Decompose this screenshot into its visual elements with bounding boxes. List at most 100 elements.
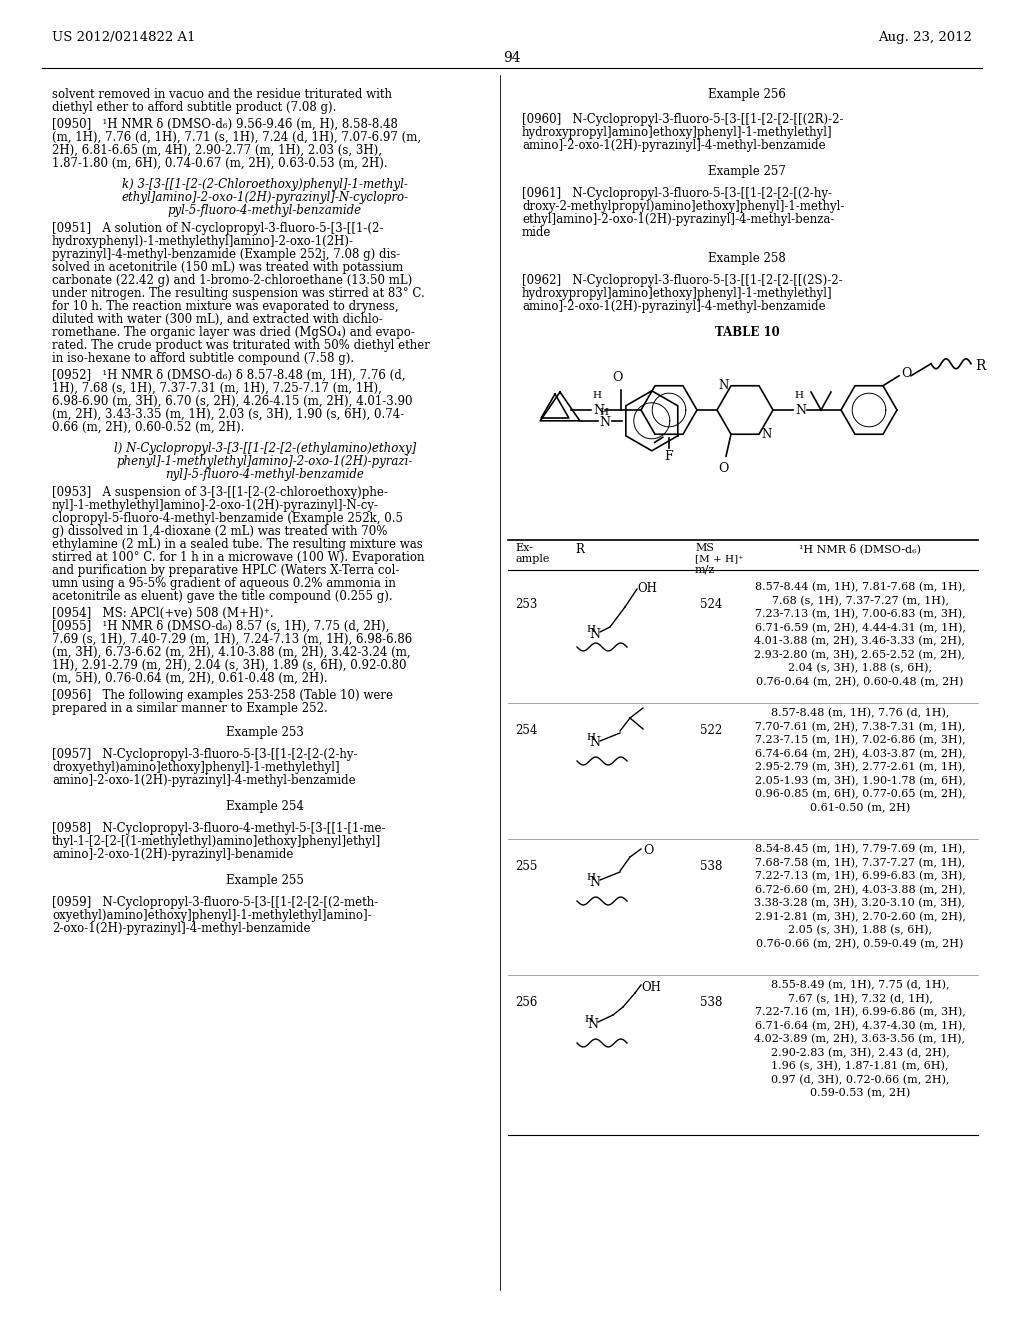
Text: Aug. 23, 2012: Aug. 23, 2012 <box>879 32 972 45</box>
Text: and purification by preparative HPLC (Waters X-Terra col-: and purification by preparative HPLC (Wa… <box>52 564 399 577</box>
Text: H: H <box>592 391 601 400</box>
Text: 94: 94 <box>503 51 521 65</box>
Text: [0952]   ¹H NMR δ (DMSO-d₆) δ 8.57-8.48 (m, 1H), 7.76 (d,: [0952] ¹H NMR δ (DMSO-d₆) δ 8.57-8.48 (m… <box>52 370 406 381</box>
Text: N: N <box>600 416 610 429</box>
Text: (m, 3H), 6.73-6.62 (m, 2H), 4.10-3.88 (m, 2H), 3.42-3.24 (m,: (m, 3H), 6.73-6.62 (m, 2H), 4.10-3.88 (m… <box>52 645 411 659</box>
Text: [0961]   N-Cyclopropyl-3-fluoro-5-[3-[[1-[2-[2-[(2-hy-: [0961] N-Cyclopropyl-3-fluoro-5-[3-[[1-[… <box>522 187 831 201</box>
Text: ¹H NMR δ (DMSO-d₆): ¹H NMR δ (DMSO-d₆) <box>799 543 921 554</box>
Text: O: O <box>643 843 653 857</box>
Text: nyl]-1-methylethyl]amino]-2-oxo-1(2H)-pyrazinyl]-N-cy-: nyl]-1-methylethyl]amino]-2-oxo-1(2H)-py… <box>52 499 379 512</box>
Text: 254: 254 <box>515 725 538 738</box>
Text: [0958]   N-Cyclopropyl-3-fluoro-4-methyl-5-[3-[[1-[1-me-: [0958] N-Cyclopropyl-3-fluoro-4-methyl-5… <box>52 822 385 836</box>
Text: 7.23-7.13 (m, 1H), 7.00-6.83 (m, 3H),: 7.23-7.13 (m, 1H), 7.00-6.83 (m, 3H), <box>755 609 966 619</box>
Text: N: N <box>719 379 729 392</box>
Text: H: H <box>586 873 595 882</box>
Text: 7.67 (s, 1H), 7.32 (d, 1H),: 7.67 (s, 1H), 7.32 (d, 1H), <box>787 994 933 1003</box>
Text: 4.02-3.89 (m, 2H), 3.63-3.56 (m, 1H),: 4.02-3.89 (m, 2H), 3.63-3.56 (m, 1H), <box>755 1034 966 1044</box>
Text: solved in acetonitrile (150 mL) was treated with potassium: solved in acetonitrile (150 mL) was trea… <box>52 261 403 275</box>
Text: [0957]   N-Cyclopropyl-3-fluoro-5-[3-[[1-[2-[2-(2-hy-: [0957] N-Cyclopropyl-3-fluoro-5-[3-[[1-[… <box>52 748 357 762</box>
Text: O: O <box>718 462 728 475</box>
Text: US 2012/0214822 A1: US 2012/0214822 A1 <box>52 32 196 45</box>
Text: 538: 538 <box>700 997 722 1010</box>
Text: 2H), 6.81-6.65 (m, 4H), 2.90-2.77 (m, 1H), 2.03 (s, 3H),: 2H), 6.81-6.65 (m, 4H), 2.90-2.77 (m, 1H… <box>52 144 382 157</box>
Text: 8.57-8.44 (m, 1H), 7.81-7.68 (m, 1H),: 8.57-8.44 (m, 1H), 7.81-7.68 (m, 1H), <box>755 582 966 593</box>
Text: 255: 255 <box>515 861 538 874</box>
Text: 0.76-0.66 (m, 2H), 0.59-0.49 (m, 2H): 0.76-0.66 (m, 2H), 0.59-0.49 (m, 2H) <box>757 939 964 949</box>
Text: N: N <box>587 1018 598 1031</box>
Text: F: F <box>665 450 674 463</box>
Text: O: O <box>901 367 911 380</box>
Text: 2.93-2.80 (m, 3H), 2.65-2.52 (m, 2H),: 2.93-2.80 (m, 3H), 2.65-2.52 (m, 2H), <box>755 649 966 660</box>
Text: carbonate (22.42 g) and 1-bromo-2-chloroethane (13.50 mL): carbonate (22.42 g) and 1-bromo-2-chloro… <box>52 275 413 286</box>
Text: 538: 538 <box>700 861 722 874</box>
Text: droxy-2-methylpropyl)amino]ethoxy]phenyl]-1-methyl-: droxy-2-methylpropyl)amino]ethoxy]phenyl… <box>522 201 845 213</box>
Text: [0954]   MS: APCl(+ve) 508 (M+H)⁺.: [0954] MS: APCl(+ve) 508 (M+H)⁺. <box>52 607 273 620</box>
Text: ethyl]amino]-2-oxo-1(2H)-pyrazinyl]-N-cyclopro-: ethyl]amino]-2-oxo-1(2H)-pyrazinyl]-N-cy… <box>122 191 409 205</box>
Text: nyl]-5-fluoro-4-methyl-benzamide: nyl]-5-fluoro-4-methyl-benzamide <box>166 469 365 480</box>
Text: amino]-2-oxo-1(2H)-pyrazinyl]-4-methyl-benzamide: amino]-2-oxo-1(2H)-pyrazinyl]-4-methyl-b… <box>522 300 825 313</box>
Text: Example 258: Example 258 <box>709 252 785 265</box>
Text: 7.70-7.61 (m, 2H), 7.38-7.31 (m, 1H),: 7.70-7.61 (m, 2H), 7.38-7.31 (m, 1H), <box>755 722 966 731</box>
Text: N: N <box>593 404 604 417</box>
Text: 2.91-2.81 (m, 3H), 2.70-2.60 (m, 2H),: 2.91-2.81 (m, 3H), 2.70-2.60 (m, 2H), <box>755 912 966 921</box>
Text: TABLE 10: TABLE 10 <box>715 326 779 339</box>
Text: 2.90-2.83 (m, 3H), 2.43 (d, 2H),: 2.90-2.83 (m, 3H), 2.43 (d, 2H), <box>771 1048 949 1057</box>
Text: Example 253: Example 253 <box>226 726 304 739</box>
Text: 6.98-6.90 (m, 3H), 6.70 (s, 2H), 4.26-4.15 (m, 2H), 4.01-3.90: 6.98-6.90 (m, 3H), 6.70 (s, 2H), 4.26-4.… <box>52 395 413 408</box>
Text: N: N <box>761 428 771 441</box>
Text: 0.76-0.64 (m, 2H), 0.60-0.48 (m, 2H): 0.76-0.64 (m, 2H), 0.60-0.48 (m, 2H) <box>757 676 964 686</box>
Text: 6.71-6.64 (m, 2H), 4.37-4.30 (m, 1H),: 6.71-6.64 (m, 2H), 4.37-4.30 (m, 1H), <box>755 1020 966 1031</box>
Text: H: H <box>794 391 803 400</box>
Text: 6.72-6.60 (m, 2H), 4.03-3.88 (m, 2H),: 6.72-6.60 (m, 2H), 4.03-3.88 (m, 2H), <box>755 884 966 895</box>
Text: droxyethyl)amino]ethoxy]phenyl]-1-methylethyl]: droxyethyl)amino]ethoxy]phenyl]-1-methyl… <box>52 762 340 774</box>
Text: 0.96-0.85 (m, 6H), 0.77-0.65 (m, 2H),: 0.96-0.85 (m, 6H), 0.77-0.65 (m, 2H), <box>755 789 966 800</box>
Text: amino]-2-oxo-1(2H)-pyrazinyl]-4-methyl-benzamide: amino]-2-oxo-1(2H)-pyrazinyl]-4-methyl-b… <box>522 139 825 152</box>
Text: romethane. The organic layer was dried (MgSO₄) and evapo-: romethane. The organic layer was dried (… <box>52 326 415 339</box>
Text: pyrazinyl]-4-methyl-benzamide (Example 252j, 7.08 g) dis-: pyrazinyl]-4-methyl-benzamide (Example 2… <box>52 248 400 261</box>
Text: 253: 253 <box>515 598 538 611</box>
Text: 2.05-1.93 (m, 3H), 1.90-1.78 (m, 6H),: 2.05-1.93 (m, 3H), 1.90-1.78 (m, 6H), <box>755 776 966 785</box>
Text: OH: OH <box>641 981 660 994</box>
Text: ethyl]amino]-2-oxo-1(2H)-pyrazinyl]-4-methyl-benza-: ethyl]amino]-2-oxo-1(2H)-pyrazinyl]-4-me… <box>522 213 835 226</box>
Text: phenyl]-1-methylethyl]amino]-2-oxo-1(2H)-pyrazi-: phenyl]-1-methylethyl]amino]-2-oxo-1(2H)… <box>117 455 414 469</box>
Text: k) 3-[3-[[1-[2-(2-Chloroethoxy)phenyl]-1-methyl-: k) 3-[3-[[1-[2-(2-Chloroethoxy)phenyl]-1… <box>122 178 408 191</box>
Text: (m, 2H), 3.43-3.35 (m, 1H), 2.03 (s, 3H), 1.90 (s, 6H), 0.74-: (m, 2H), 3.43-3.35 (m, 1H), 2.03 (s, 3H)… <box>52 408 404 421</box>
Text: 7.22-7.13 (m, 1H), 6.99-6.83 (m, 3H),: 7.22-7.13 (m, 1H), 6.99-6.83 (m, 3H), <box>755 871 966 882</box>
Text: 2.04 (s, 3H), 1.88 (s, 6H),: 2.04 (s, 3H), 1.88 (s, 6H), <box>788 663 932 673</box>
Text: [0959]   N-Cyclopropyl-3-fluoro-5-[3-[[1-[2-[2-[(2-meth-: [0959] N-Cyclopropyl-3-fluoro-5-[3-[[1-[… <box>52 896 378 909</box>
Text: rated. The crude product was triturated with 50% diethyl ether: rated. The crude product was triturated … <box>52 339 430 352</box>
Text: hydroxypropyl]amino]ethoxy]phenyl]-1-methylethyl]: hydroxypropyl]amino]ethoxy]phenyl]-1-met… <box>522 125 833 139</box>
Text: ample: ample <box>515 554 549 564</box>
Text: MS: MS <box>695 543 714 553</box>
Text: [0950]   ¹H NMR δ (DMSO-d₆) 9.56-9.46 (m, H), 8.58-8.48: [0950] ¹H NMR δ (DMSO-d₆) 9.56-9.46 (m, … <box>52 117 398 131</box>
Text: stirred at 100° C. for 1 h in a microwave (100 W). Evaporation: stirred at 100° C. for 1 h in a microwav… <box>52 550 425 564</box>
Text: 7.22-7.16 (m, 1H), 6.99-6.86 (m, 3H),: 7.22-7.16 (m, 1H), 6.99-6.86 (m, 3H), <box>755 1007 966 1018</box>
Text: N: N <box>589 627 600 640</box>
Text: m/z: m/z <box>695 565 715 576</box>
Text: 6.71-6.59 (m, 2H), 4.44-4.31 (m, 1H),: 6.71-6.59 (m, 2H), 4.44-4.31 (m, 1H), <box>755 623 966 632</box>
Text: (m, 5H), 0.76-0.64 (m, 2H), 0.61-0.48 (m, 2H).: (m, 5H), 0.76-0.64 (m, 2H), 0.61-0.48 (m… <box>52 672 328 685</box>
Text: H: H <box>584 1015 593 1023</box>
Text: umn using a 95-5% gradient of aqueous 0.2% ammonia in: umn using a 95-5% gradient of aqueous 0.… <box>52 577 396 590</box>
Text: H: H <box>586 734 595 742</box>
Text: 8.55-8.49 (m, 1H), 7.75 (d, 1H),: 8.55-8.49 (m, 1H), 7.75 (d, 1H), <box>771 979 949 990</box>
Text: R: R <box>575 543 585 556</box>
Text: N: N <box>795 404 806 417</box>
Text: prepared in a similar manner to Example 252.: prepared in a similar manner to Example … <box>52 702 328 715</box>
Text: [0960]   N-Cyclopropyl-3-fluoro-5-[3-[[1-[2-[2-[[(2R)-2-: [0960] N-Cyclopropyl-3-fluoro-5-[3-[[1-[… <box>522 114 844 125</box>
Text: 524: 524 <box>700 598 722 611</box>
Text: 522: 522 <box>700 725 722 738</box>
Text: diluted with water (300 mL), and extracted with dichlo-: diluted with water (300 mL), and extract… <box>52 313 383 326</box>
Text: pyl-5-fluoro-4-methyl-benzamide: pyl-5-fluoro-4-methyl-benzamide <box>168 205 362 216</box>
Text: 6.74-6.64 (m, 2H), 4.03-3.87 (m, 2H),: 6.74-6.64 (m, 2H), 4.03-3.87 (m, 2H), <box>755 748 966 759</box>
Text: for 10 h. The reaction mixture was evaporated to dryness,: for 10 h. The reaction mixture was evapo… <box>52 300 398 313</box>
Text: amino]-2-oxo-1(2H)-pyrazinyl]-4-methyl-benzamide: amino]-2-oxo-1(2H)-pyrazinyl]-4-methyl-b… <box>52 774 355 787</box>
Text: R: R <box>975 359 985 372</box>
Text: Example 254: Example 254 <box>226 800 304 813</box>
Text: H: H <box>586 624 595 634</box>
Text: hydroxypropyl]amino]ethoxy]phenyl]-1-methylethyl]: hydroxypropyl]amino]ethoxy]phenyl]-1-met… <box>522 286 833 300</box>
Text: 0.61-0.50 (m, 2H): 0.61-0.50 (m, 2H) <box>810 803 910 813</box>
Text: clopropyl-5-fluoro-4-methyl-benzamide (Example 252k, 0.5: clopropyl-5-fluoro-4-methyl-benzamide (E… <box>52 512 403 525</box>
Text: 1.96 (s, 3H), 1.87-1.81 (m, 6H),: 1.96 (s, 3H), 1.87-1.81 (m, 6H), <box>771 1061 948 1072</box>
Text: 3.38-3.28 (m, 3H), 3.20-3.10 (m, 3H),: 3.38-3.28 (m, 3H), 3.20-3.10 (m, 3H), <box>755 898 966 908</box>
